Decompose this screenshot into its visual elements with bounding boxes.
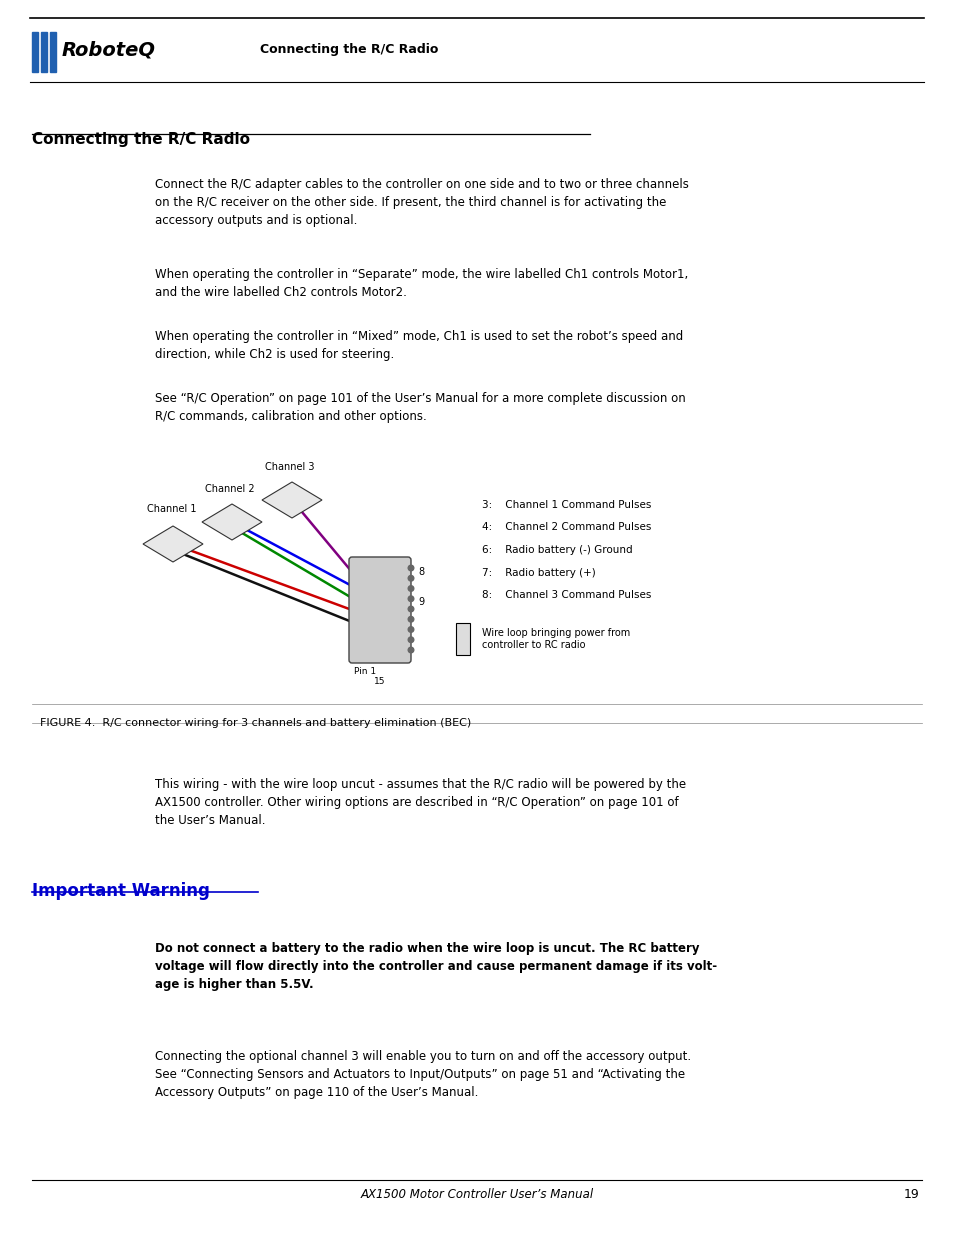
Text: 8:    Channel 3 Command Pulses: 8: Channel 3 Command Pulses — [481, 590, 651, 600]
Text: Connecting the R/C Radio: Connecting the R/C Radio — [260, 43, 438, 57]
Bar — [456, 622, 470, 655]
Text: 15: 15 — [374, 677, 385, 685]
Polygon shape — [262, 482, 322, 517]
Circle shape — [408, 616, 414, 622]
Text: Connecting the optional channel 3 will enable you to turn on and off the accesso: Connecting the optional channel 3 will e… — [154, 1050, 690, 1099]
Text: Channel 1: Channel 1 — [147, 504, 196, 514]
Text: 19: 19 — [902, 1188, 918, 1200]
Text: See “R/C Operation” on page 101 of the User’s Manual for a more complete discuss: See “R/C Operation” on page 101 of the U… — [154, 391, 685, 424]
Text: 7:    Radio battery (+): 7: Radio battery (+) — [481, 568, 595, 578]
Text: Do not connect a battery to the radio when the wire loop is uncut. The RC batter: Do not connect a battery to the radio wh… — [154, 942, 717, 990]
Bar — [32, 32, 37, 72]
Text: Connecting the R/C Radio: Connecting the R/C Radio — [32, 132, 250, 147]
Circle shape — [408, 566, 414, 571]
Text: 3:    Channel 1 Command Pulses: 3: Channel 1 Command Pulses — [481, 500, 651, 510]
Circle shape — [408, 585, 414, 592]
Text: 4:    Channel 2 Command Pulses: 4: Channel 2 Command Pulses — [481, 522, 651, 532]
Circle shape — [408, 597, 414, 601]
Polygon shape — [143, 526, 203, 562]
Text: RoboteQ: RoboteQ — [62, 41, 156, 59]
Bar — [50, 32, 55, 72]
Text: 8: 8 — [417, 567, 424, 577]
Text: 9: 9 — [417, 597, 424, 606]
Text: Channel 3: Channel 3 — [265, 462, 314, 472]
Text: Channel 2: Channel 2 — [205, 484, 254, 494]
Polygon shape — [202, 504, 262, 540]
Text: Connect the R/C adapter cables to the controller on one side and to two or three: Connect the R/C adapter cables to the co… — [154, 178, 688, 227]
Bar — [41, 32, 47, 72]
Text: Wire loop bringing power from
controller to RC radio: Wire loop bringing power from controller… — [481, 629, 630, 650]
Text: When operating the controller in “Mixed” mode, Ch1 is used to set the robot’s sp: When operating the controller in “Mixed”… — [154, 330, 682, 361]
Text: Important Warning: Important Warning — [32, 882, 210, 900]
Circle shape — [408, 647, 414, 653]
Text: This wiring - with the wire loop uncut - assumes that the R/C radio will be powe: This wiring - with the wire loop uncut -… — [154, 778, 685, 827]
Text: AX1500 Motor Controller User’s Manual: AX1500 Motor Controller User’s Manual — [360, 1188, 593, 1200]
Text: When operating the controller in “Separate” mode, the wire labelled Ch1 controls: When operating the controller in “Separa… — [154, 268, 687, 299]
Text: FIGURE 4.  R/C connector wiring for 3 channels and battery elimination (BEC): FIGURE 4. R/C connector wiring for 3 cha… — [40, 718, 471, 727]
Text: Pin 1: Pin 1 — [354, 667, 375, 676]
FancyBboxPatch shape — [349, 557, 411, 663]
Text: 6:    Radio battery (-) Ground: 6: Radio battery (-) Ground — [481, 545, 632, 555]
Circle shape — [408, 637, 414, 642]
Circle shape — [408, 626, 414, 632]
Circle shape — [408, 606, 414, 611]
Circle shape — [408, 576, 414, 580]
